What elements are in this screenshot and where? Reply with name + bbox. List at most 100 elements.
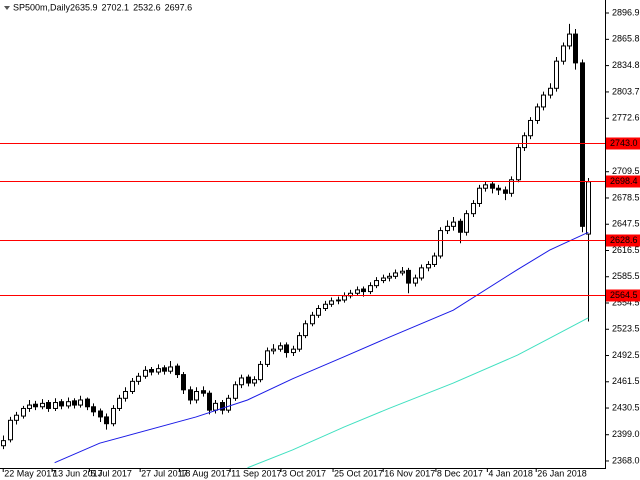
- candle-body: [477, 187, 482, 204]
- candle-body: [426, 263, 431, 269]
- y-tick-label: 2616.5: [612, 245, 640, 255]
- candle-body: [278, 345, 283, 350]
- candle-body: [483, 184, 488, 189]
- candle-body: [297, 335, 302, 350]
- candle-body: [406, 269, 411, 284]
- candle-body: [271, 348, 276, 352]
- candle-body: [33, 403, 38, 408]
- candle-body: [194, 391, 199, 401]
- candle-body: [471, 202, 476, 215]
- candle-body: [445, 225, 450, 232]
- candle-body: [336, 299, 341, 302]
- x-tick-label: 18 Aug 2017: [180, 468, 231, 478]
- x-tick-label: 26 Jan 2018: [537, 468, 587, 478]
- candle-body: [246, 376, 251, 384]
- y-tick-label: 2492.5: [612, 350, 640, 360]
- candle-body: [130, 380, 135, 393]
- candle-body: [78, 399, 83, 406]
- candle-body: [323, 303, 328, 310]
- candle-body: [316, 308, 321, 316]
- candle-body: [111, 407, 116, 425]
- y-tick-label: 2585.5: [612, 271, 640, 281]
- candle-body: [580, 62, 585, 227]
- x-tick-label: 25 Oct 2017: [334, 468, 383, 478]
- y-tick-label: 2834.8: [612, 60, 640, 70]
- candle-body: [59, 401, 64, 407]
- candle-body: [541, 94, 546, 108]
- x-tick-label: 27 Jul 2017: [141, 468, 188, 478]
- x-tick-label: 3 Oct 2017: [282, 468, 326, 478]
- candle-body: [162, 367, 167, 372]
- y-tick-label: 2709.5: [612, 166, 640, 176]
- candle-body: [368, 285, 373, 293]
- candle-body: [496, 187, 501, 191]
- y-tick-label: 2647.5: [612, 219, 640, 229]
- candle-body: [213, 402, 218, 411]
- candle-body: [1, 440, 6, 447]
- candle-body: [8, 419, 13, 441]
- chart-title: SP500m,Daily: [13, 2, 71, 12]
- candle-body: [554, 60, 559, 89]
- candle-body: [168, 366, 173, 372]
- y-tick-label: 2865.8: [612, 34, 640, 44]
- level-label-box: [606, 234, 640, 247]
- y-tick-label: 2461.5: [612, 376, 640, 386]
- level-label-box: [606, 137, 640, 150]
- candle-body: [14, 414, 19, 421]
- candle-body: [46, 402, 51, 409]
- candle-body: [188, 389, 193, 401]
- candle-body: [561, 45, 566, 62]
- level-label-box: [606, 175, 640, 188]
- x-tick-label: 8 Dec 2017: [437, 468, 483, 478]
- candle-body: [40, 402, 45, 408]
- candle-body: [361, 288, 366, 293]
- candle-body: [98, 410, 103, 418]
- candle-body: [207, 392, 212, 411]
- level-label: 2628.6: [610, 235, 638, 245]
- x-tick-label: 13 Jun 2017: [53, 468, 103, 478]
- candle-body: [53, 402, 58, 409]
- level-label: 2564.5: [610, 290, 638, 300]
- candle-body: [528, 119, 533, 137]
- ma-line: [54, 231, 589, 464]
- candle-body: [175, 365, 180, 376]
- candle-body: [464, 213, 469, 233]
- candle-body: [226, 397, 231, 411]
- y-tick-label: 2803.7: [612, 86, 640, 96]
- candle-body: [21, 407, 26, 417]
- candle-body: [220, 402, 225, 411]
- candle-body: [548, 87, 553, 96]
- y-tick-label: 2554.5: [612, 297, 640, 307]
- y-tick-label: 2678.5: [612, 192, 640, 202]
- candle-body: [516, 147, 521, 181]
- candle-body: [535, 106, 540, 121]
- candle-body: [143, 369, 148, 377]
- candle-body: [310, 314, 315, 325]
- candle-body: [265, 350, 270, 365]
- candle-body: [284, 344, 289, 354]
- level-label: 2743.0: [610, 138, 638, 148]
- header-value: 2697.6: [165, 2, 193, 12]
- candle-body: [573, 33, 578, 64]
- candle-body: [252, 379, 257, 384]
- x-tick-label: 4 Jan 2018: [488, 468, 533, 478]
- candle-body: [117, 397, 122, 409]
- candle-body: [27, 404, 32, 409]
- candle-body: [586, 181, 591, 235]
- candle-body: [91, 406, 96, 413]
- header-value: 2635.9: [70, 2, 98, 12]
- candle-body: [303, 323, 308, 337]
- candle-body: [156, 368, 161, 373]
- candle-body: [85, 398, 90, 408]
- candle-body: [458, 220, 463, 233]
- ma-line: [247, 317, 589, 469]
- candle-body: [522, 135, 527, 149]
- x-tick-label: 22 May 2017: [4, 468, 56, 478]
- y-tick-label: 2523.5: [612, 324, 640, 334]
- candle-body: [374, 280, 379, 287]
- candle-body: [451, 221, 456, 227]
- candle-body: [381, 277, 386, 282]
- y-tick-label: 2430.5: [612, 402, 640, 412]
- candle-body: [413, 277, 418, 284]
- x-tick-label: 11 Sep 2017: [231, 468, 281, 478]
